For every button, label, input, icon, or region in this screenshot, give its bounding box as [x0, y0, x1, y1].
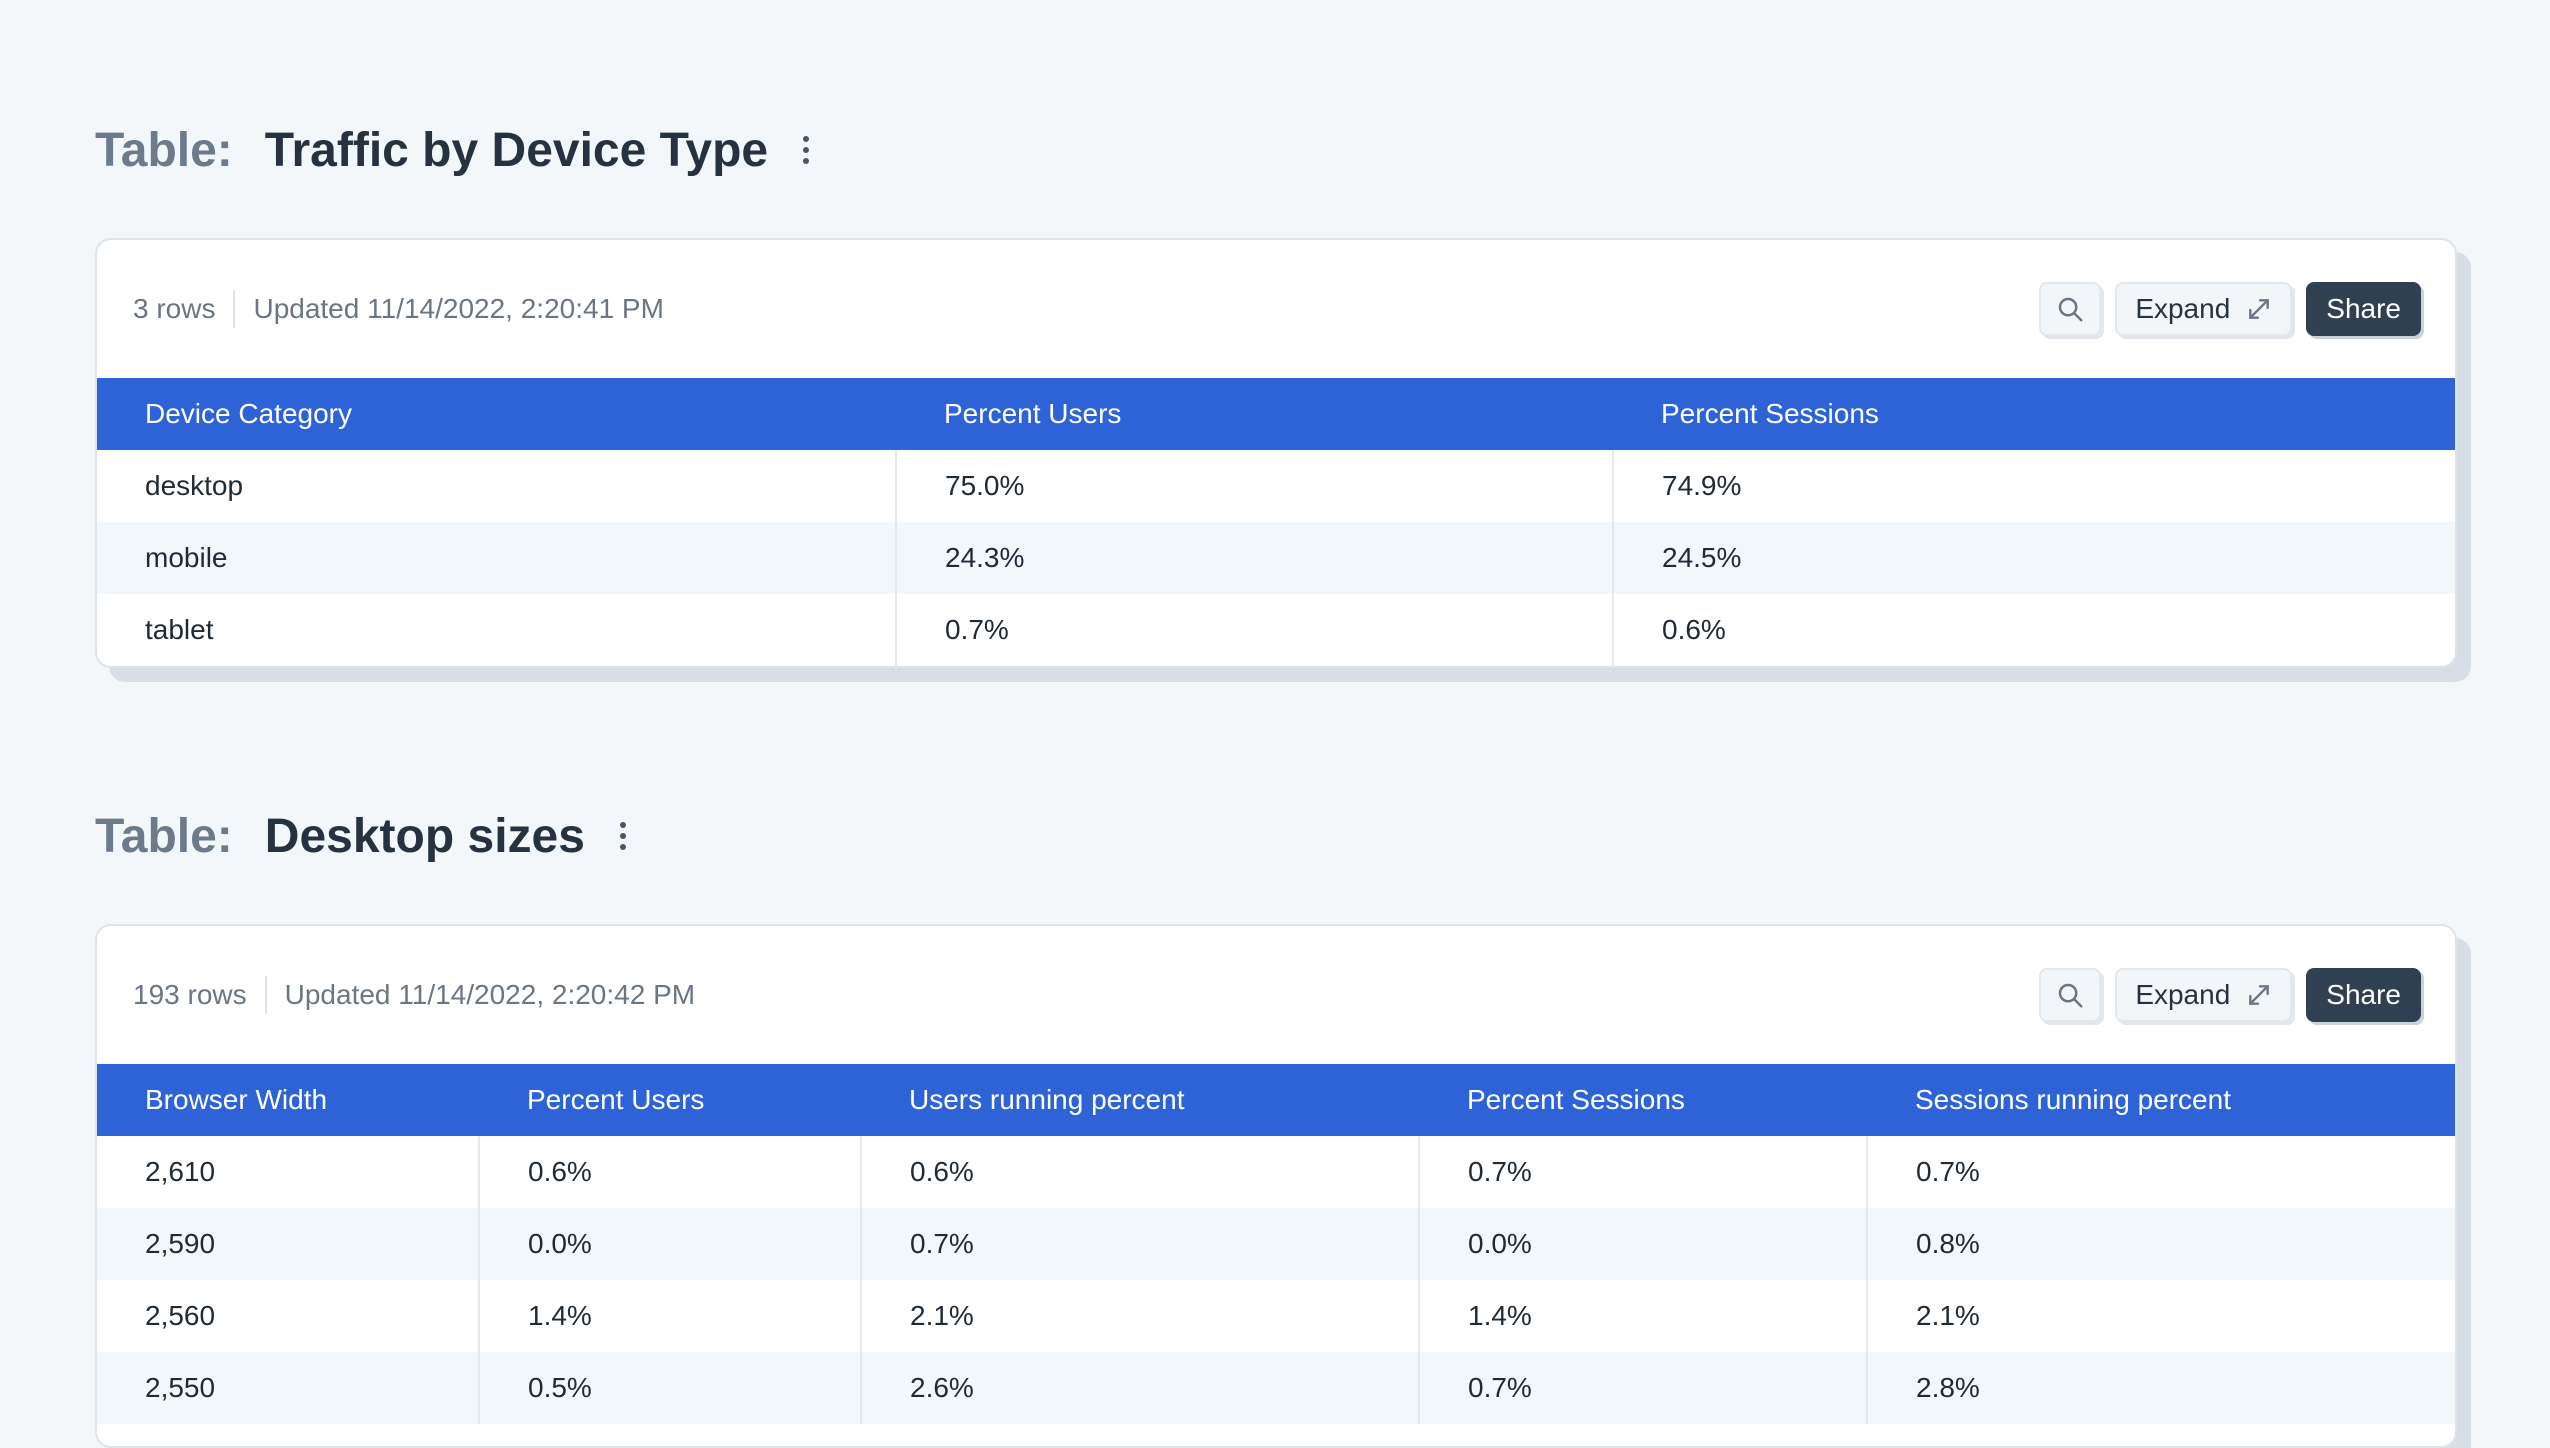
table-cell: 2,560	[145, 1300, 216, 1331]
divider	[264, 976, 267, 1014]
table-section-desktop-sizes: Table: Desktop sizes	[95, 796, 2465, 876]
table-cell: 24.3%	[895, 522, 1613, 594]
updated-timestamp: Updated 11/14/2022, 2:20:41 PM	[253, 293, 664, 324]
table-toolbar: 3 rows Updated 11/14/2022, 2:20:41 PM Ex…	[97, 240, 2455, 378]
table-row: 2,590 0.0% 0.7% 0.0% 0.8%	[97, 1208, 2455, 1280]
expand-arrows-icon	[2249, 299, 2270, 319]
table-cell: 2.6%	[860, 1352, 1419, 1424]
row-count: 3 rows	[133, 293, 216, 324]
search-button[interactable]	[2039, 968, 2102, 1022]
table-cell: 0.8%	[1866, 1208, 2455, 1280]
table-cell: 1.4%	[1418, 1280, 1867, 1352]
table-row: tablet 0.7% 0.6%	[97, 594, 2455, 666]
table-cell: 0.7%	[1418, 1136, 1867, 1208]
expand-button[interactable]: Expand	[2115, 282, 2293, 336]
data-table: Device Category Percent Users Percent Se…	[97, 378, 2455, 666]
expand-label: Expand	[2135, 293, 2231, 324]
expand-button[interactable]: Expand	[2115, 968, 2293, 1022]
divider	[233, 290, 236, 328]
table-cell: 0.7%	[895, 594, 1613, 666]
table-cell: 2,550	[145, 1372, 216, 1403]
column-header[interactable]: Percent Sessions	[1661, 398, 1879, 429]
row-count: 193 rows	[133, 979, 247, 1010]
kebab-menu-icon[interactable]	[613, 816, 633, 856]
table-row: desktop 75.0% 74.9%	[97, 450, 2455, 522]
table-actions: Expand Share	[2039, 282, 2421, 336]
table-cell: desktop	[145, 470, 244, 501]
table-cell: 2.8%	[1866, 1352, 2455, 1424]
table-cell: 0.6%	[478, 1136, 861, 1208]
table-cell: 0.6%	[860, 1136, 1419, 1208]
page-title: Desktop sizes	[264, 809, 585, 863]
table-cell: 1.4%	[478, 1280, 861, 1352]
table-cell: 2.1%	[1866, 1280, 2455, 1352]
table-cell: 0.6%	[1612, 594, 2455, 666]
share-label: Share	[2326, 293, 2401, 324]
column-header[interactable]: Percent Users	[527, 1084, 705, 1115]
column-header[interactable]: Percent Sessions	[1467, 1084, 1685, 1115]
column-header[interactable]: Device Category	[145, 398, 352, 429]
table-row: mobile 24.3% 24.5%	[97, 522, 2455, 594]
data-table: Browser Width Percent Users Users runnin…	[97, 1064, 2455, 1424]
table-row: 2,610 0.6% 0.6% 0.7% 0.7%	[97, 1136, 2455, 1208]
table-cell: 0.0%	[478, 1208, 861, 1280]
table-cell: 75.0%	[895, 450, 1613, 522]
table-header-row: Browser Width Percent Users Users runnin…	[97, 1064, 2455, 1136]
table-cell: tablet	[145, 614, 214, 645]
table-cell: 2.1%	[860, 1280, 1419, 1352]
table-cell: 0.5%	[478, 1352, 861, 1424]
section-title-row: Table: Traffic by Device Type	[95, 110, 2465, 190]
table-actions: Expand Share	[2039, 968, 2421, 1022]
share-label: Share	[2326, 979, 2401, 1010]
kebab-menu-icon[interactable]	[796, 130, 816, 170]
share-button[interactable]: Share	[2306, 282, 2421, 336]
title-prefix: Table:	[95, 809, 233, 863]
column-header[interactable]: Percent Users	[944, 398, 1122, 429]
expand-arrows-icon	[2249, 985, 2270, 1005]
column-header[interactable]: Browser Width	[145, 1084, 328, 1115]
search-button[interactable]	[2039, 282, 2102, 336]
table-cell: 0.7%	[1866, 1136, 2455, 1208]
updated-timestamp: Updated 11/14/2022, 2:20:42 PM	[284, 979, 696, 1010]
table-cell: 24.5%	[1612, 522, 2455, 594]
column-header[interactable]: Sessions running percent	[1915, 1084, 2231, 1115]
page-title: Traffic by Device Type	[264, 123, 769, 177]
table-row: 2,550 0.5% 2.6% 0.7% 2.8%	[97, 1352, 2455, 1424]
table-card: 3 rows Updated 11/14/2022, 2:20:41 PM Ex…	[95, 238, 2457, 668]
table-row: 2,560 1.4% 2.1% 1.4% 2.1%	[97, 1280, 2455, 1352]
share-button[interactable]: Share	[2306, 968, 2421, 1022]
table-cell: 0.7%	[1418, 1352, 1867, 1424]
search-icon	[2059, 297, 2083, 322]
table-section-traffic: Table: Traffic by Device Type	[95, 110, 2465, 190]
table-cell: mobile	[145, 542, 228, 573]
table-cell: 2,590	[145, 1228, 216, 1259]
table-cell: 2,610	[145, 1156, 216, 1187]
expand-label: Expand	[2135, 979, 2231, 1010]
table-cell: 0.0%	[1418, 1208, 1867, 1280]
table-card: 193 rows Updated 11/14/2022, 2:20:42 PM …	[95, 924, 2457, 1448]
column-header[interactable]: Users running percent	[909, 1084, 1185, 1115]
title-prefix: Table:	[95, 123, 233, 177]
table-meta: 193 rows Updated 11/14/2022, 2:20:42 PM	[133, 976, 695, 1014]
table-toolbar: 193 rows Updated 11/14/2022, 2:20:42 PM …	[97, 926, 2455, 1064]
table-meta: 3 rows Updated 11/14/2022, 2:20:41 PM	[133, 290, 664, 328]
section-title-row: Table: Desktop sizes	[95, 796, 2465, 876]
table-cell: 0.7%	[860, 1208, 1419, 1280]
table-header-row: Device Category Percent Users Percent Se…	[97, 378, 2455, 450]
table-cell: 74.9%	[1612, 450, 2455, 522]
search-icon	[2059, 983, 2083, 1008]
